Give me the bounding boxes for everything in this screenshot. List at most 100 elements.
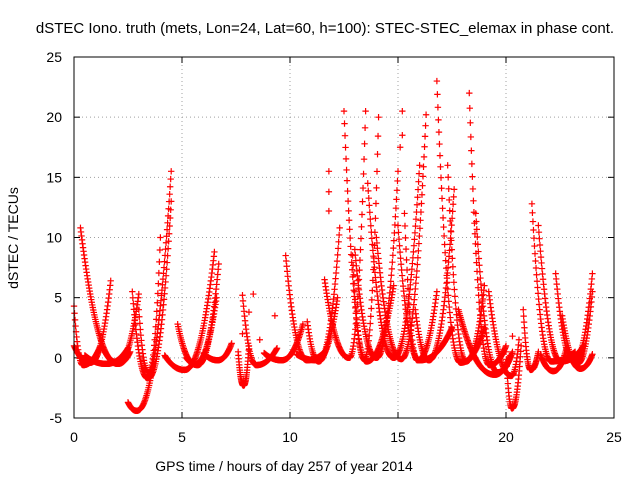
data-point xyxy=(342,155,350,163)
data-point xyxy=(451,293,459,300)
data-point xyxy=(408,271,415,278)
data-point xyxy=(365,187,372,195)
data-point xyxy=(412,215,420,223)
data-point xyxy=(393,196,400,203)
data-point xyxy=(448,221,455,229)
data-point xyxy=(417,208,425,216)
data-point xyxy=(368,296,376,304)
data-point xyxy=(163,266,170,273)
data-point xyxy=(433,77,441,85)
data-point xyxy=(410,248,417,256)
data-point xyxy=(392,213,399,220)
x-tick-label: 20 xyxy=(498,429,514,445)
data-point xyxy=(71,310,78,317)
data-point xyxy=(156,258,163,266)
data-point xyxy=(534,290,542,297)
data-point xyxy=(402,245,410,253)
data-point xyxy=(156,246,164,254)
data-point xyxy=(517,348,524,355)
data-point xyxy=(166,214,174,222)
data-point xyxy=(515,336,523,343)
data-point xyxy=(359,184,367,192)
data-point xyxy=(151,336,158,343)
data-point xyxy=(471,230,479,237)
data-point xyxy=(533,271,540,278)
data-point xyxy=(450,279,458,286)
data-point xyxy=(438,185,445,192)
data-point xyxy=(164,219,171,226)
data-point xyxy=(447,217,454,225)
data-point xyxy=(347,243,354,250)
data-point xyxy=(475,248,482,255)
data-point xyxy=(445,298,452,305)
data-point xyxy=(403,266,411,274)
data-point xyxy=(351,246,358,253)
data-point xyxy=(215,266,222,273)
data-point xyxy=(440,232,448,240)
data-point xyxy=(368,235,376,242)
data-point xyxy=(452,299,459,307)
data-point xyxy=(420,163,427,170)
data-point xyxy=(239,292,246,299)
x-tick-label: 10 xyxy=(282,429,298,445)
data-point xyxy=(443,272,450,279)
data-point xyxy=(360,155,368,163)
data-point xyxy=(588,275,596,283)
data-point xyxy=(398,266,405,274)
data-point xyxy=(341,120,348,127)
x-tick-label: 15 xyxy=(390,429,406,445)
data-point xyxy=(445,258,452,266)
data-point xyxy=(437,163,444,171)
data-point xyxy=(442,257,449,264)
data-point xyxy=(164,252,171,259)
data-point xyxy=(375,113,382,121)
data-point xyxy=(419,173,427,180)
data-point xyxy=(416,225,424,232)
data-point xyxy=(552,270,559,277)
data-point xyxy=(364,180,371,187)
data-point xyxy=(520,306,527,313)
x-tick-label: 5 xyxy=(178,429,186,445)
data-point xyxy=(475,299,483,306)
data-point xyxy=(372,215,379,222)
data-point xyxy=(352,296,359,303)
data-point xyxy=(439,205,446,212)
data-point xyxy=(399,132,406,139)
data-point xyxy=(358,211,366,218)
data-point xyxy=(334,245,342,252)
data-point xyxy=(477,274,484,282)
data-point xyxy=(476,262,483,269)
data-point xyxy=(273,345,281,352)
data-point xyxy=(448,237,455,244)
data-point xyxy=(401,210,408,217)
data-point xyxy=(447,227,454,235)
data-point xyxy=(369,241,376,248)
data-point xyxy=(449,255,456,262)
data-point xyxy=(438,195,446,202)
data-point xyxy=(393,187,401,194)
data-point xyxy=(366,332,373,339)
data-point xyxy=(332,269,340,277)
data-point xyxy=(535,228,543,236)
data-point xyxy=(589,351,596,358)
data-point xyxy=(449,263,457,270)
data-point xyxy=(444,279,451,286)
data-point xyxy=(152,330,159,337)
data-point xyxy=(239,297,247,305)
data-point xyxy=(154,299,161,306)
data-point xyxy=(387,284,394,291)
data-point xyxy=(164,245,172,252)
data-point xyxy=(414,254,422,261)
data-point xyxy=(348,259,355,266)
data-point xyxy=(342,144,349,151)
data-point xyxy=(474,284,482,291)
data-point xyxy=(446,241,454,248)
data-point xyxy=(135,306,142,313)
data-point xyxy=(211,248,218,256)
data-point xyxy=(502,348,510,356)
data-point xyxy=(365,194,372,202)
data-point xyxy=(361,140,368,148)
data-point xyxy=(386,295,393,302)
data-point xyxy=(367,313,374,320)
data-point xyxy=(466,89,473,97)
